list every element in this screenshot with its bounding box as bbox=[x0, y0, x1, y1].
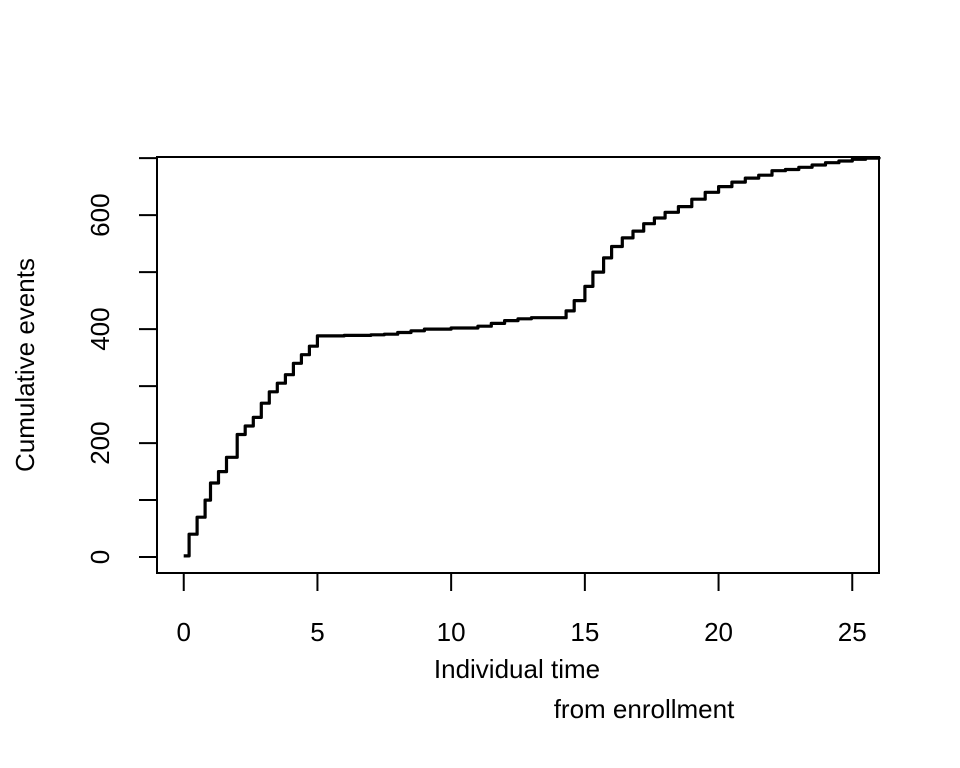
x-tick-label-1: 5 bbox=[310, 617, 324, 647]
y-tick-label-4: 400 bbox=[85, 307, 115, 350]
x-tick-label-5: 25 bbox=[838, 617, 867, 647]
x-axis-label-line-2: from enrollment bbox=[554, 694, 735, 724]
series-layer bbox=[183, 156, 881, 558]
plot-frame bbox=[156, 156, 880, 574]
y-tick-label-0: 0 bbox=[85, 550, 115, 564]
y-tick-label-6: 600 bbox=[85, 193, 115, 236]
x-axis-label-line-1: Individual time bbox=[434, 654, 600, 684]
x-tick-label-0: 0 bbox=[177, 617, 191, 647]
x-tick-label-4: 20 bbox=[704, 617, 733, 647]
y-axis: 0 200 400 600 bbox=[85, 157, 158, 564]
y-axis-label: Cumulative events bbox=[10, 258, 40, 472]
y-tick-label-2: 200 bbox=[85, 421, 115, 464]
x-tick-label-2: 10 bbox=[437, 617, 466, 647]
series-line-0 bbox=[183, 156, 881, 558]
x-tick-label-3: 15 bbox=[570, 617, 599, 647]
x-axis: 0 5 10 15 20 25 bbox=[177, 572, 867, 647]
